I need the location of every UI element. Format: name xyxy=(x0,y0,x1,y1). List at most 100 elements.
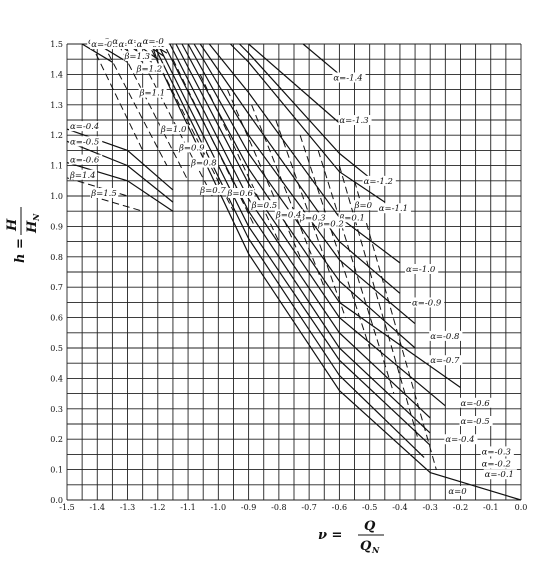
beta-curve-1 xyxy=(338,165,419,440)
beta-curve-12 xyxy=(102,43,168,166)
svg-text:H: H xyxy=(5,218,20,232)
x-tick-label: -1.4 xyxy=(90,503,105,512)
x-tick-label: -0.2 xyxy=(453,503,468,512)
alpha-label-4: α=-0.4 xyxy=(445,435,474,445)
alpha-curve-3 xyxy=(163,43,431,434)
beta-curve-8 xyxy=(172,58,256,227)
beta-label-bg xyxy=(338,212,367,223)
x-tick-label: -0.8 xyxy=(271,503,286,512)
x-tick-label: -0.5 xyxy=(362,503,377,512)
alpha-label-bg xyxy=(338,115,372,126)
alpha-curve-12 xyxy=(239,43,371,179)
alpha-label-12: α=-1.2 xyxy=(364,177,393,187)
alpha-label-bg xyxy=(141,36,165,46)
y-tick-label: 1.4 xyxy=(50,70,63,79)
beta-label-bg xyxy=(90,188,119,198)
beta-label-bg xyxy=(159,124,188,135)
y-tick-label: 1.3 xyxy=(50,101,63,110)
x-tick-label: -0.6 xyxy=(332,503,347,512)
alpha-label-24: α=-0 xyxy=(143,37,165,47)
alpha-label-6: α=-0.6 xyxy=(460,399,490,409)
beta-curve-6 xyxy=(226,89,301,257)
alpha-curve-18 xyxy=(81,43,113,63)
grid xyxy=(66,43,522,501)
beta-label-bg xyxy=(190,157,219,168)
y-tick-label: 0.3 xyxy=(50,405,63,414)
alpha-label-3: α=-0.3 xyxy=(482,447,511,457)
alpha-curve-2 xyxy=(157,43,431,446)
alpha-curve-1 xyxy=(154,43,425,458)
y-tick-label: 0.6 xyxy=(50,314,63,323)
y-tick-label: 1.1 xyxy=(50,162,63,171)
alpha-curve-15 xyxy=(66,128,174,191)
x-axis-ticks: -1.5 -1.4 -1.3 -1.2 -1.1 -1.0 -0.9 -0.8 -0.7 -0.6… xyxy=(59,503,527,512)
beta-curve-9 xyxy=(151,49,234,212)
x-tick-label: -0.3 xyxy=(422,503,437,512)
alpha-label-14: α=-1.4 xyxy=(333,73,362,83)
beta-label-bg xyxy=(69,169,98,180)
beta-label-bg xyxy=(250,200,279,211)
beta-label-bg xyxy=(138,87,167,98)
beta-curve-13 xyxy=(90,43,144,151)
y-tick-label: 1.0 xyxy=(50,192,63,201)
beta-label-1: β=0.1 xyxy=(338,213,365,223)
beta-label-bg xyxy=(353,200,372,211)
alpha-curve-17 xyxy=(66,162,174,212)
beta-label-6: β=0.6 xyxy=(226,189,253,199)
beta-label-7: β=0.7 xyxy=(199,186,226,196)
alpha-label-bg xyxy=(377,203,411,214)
x-tick-label: -0.7 xyxy=(301,503,316,512)
alpha-label-bg xyxy=(459,416,493,426)
svg-text:N: N xyxy=(371,545,380,555)
alpha-label-13: α=-1.3 xyxy=(339,116,368,126)
x-tick-label: -0.9 xyxy=(241,503,256,512)
alpha-curve-9 xyxy=(199,43,401,294)
y-tick-label: 0.4 xyxy=(50,374,63,383)
alpha-label-bg xyxy=(90,39,124,50)
beta-label-bg xyxy=(199,184,228,195)
alpha-label-9: α=-0.9 xyxy=(412,298,442,308)
beta-label-bg xyxy=(226,188,255,198)
beta-label-0: β=0 xyxy=(354,201,373,211)
beta-label-2: β=0.2 xyxy=(317,219,344,229)
alpha-label-bg xyxy=(459,397,493,408)
beta-label-9: β=0.9 xyxy=(178,143,205,153)
alpha-label-5: α=-0.5 xyxy=(460,417,489,427)
alpha-curve-16 xyxy=(66,140,174,203)
x-tick-label: -0.1 xyxy=(483,503,498,512)
svg-text:Q: Q xyxy=(360,539,372,554)
alpha-label-17: α=-0.6 xyxy=(70,156,100,166)
alpha-label-10: α=-1.0 xyxy=(406,265,436,275)
beta-curve-2 xyxy=(317,150,395,394)
y-axis-title: h = H H N xyxy=(5,207,41,263)
alpha-curve-11 xyxy=(229,43,386,203)
alpha-curve-13 xyxy=(248,43,340,124)
y-tick-label: 0.1 xyxy=(50,466,63,475)
alpha-curve-8 xyxy=(193,43,416,325)
x-tick-label: -1.2 xyxy=(150,503,165,512)
alpha-label-bg xyxy=(429,355,463,366)
alpha-label-bg xyxy=(483,469,517,480)
beta-label-8: β=0.8 xyxy=(190,159,217,169)
beta-curve-11 xyxy=(118,43,189,182)
alpha-label-bg xyxy=(480,458,514,469)
y-tick-label: 1.5 xyxy=(50,40,63,49)
alpha-label-0: α=0 xyxy=(448,487,467,497)
beta-label-bg xyxy=(299,212,328,223)
svg-text:h =: h = xyxy=(13,238,28,263)
svg-text:Q: Q xyxy=(364,519,376,534)
y-tick-label: 0.2 xyxy=(50,435,63,444)
alpha-label-11: α=-1.1 xyxy=(379,204,408,214)
x-tick-label: -1.0 xyxy=(211,503,226,512)
beta-curve-7 xyxy=(199,74,280,242)
x-tick-label: -1.3 xyxy=(120,503,135,512)
beta-label-3: β=0.3 xyxy=(299,213,326,223)
y-axis-ticks: 0.0 0.1 0.2 0.3 0.4 0.5 0.6 0.7 0.8 0.9 1.0 1.1 1.2 1… xyxy=(50,40,63,505)
alpha-curve-5 xyxy=(175,43,446,407)
beta-label-15: β=1.5 xyxy=(90,189,117,199)
curve-labels: α=0 α=-0.1α=-0.2 α=-0.3 α=-0.4 α=-0.5 α=-0.6 α… xyxy=(69,36,517,497)
y-tick-label: 0.8 xyxy=(50,253,63,262)
x-tick-label: -1.1 xyxy=(180,503,195,512)
beta-label-14: β=1.4 xyxy=(69,171,96,181)
alpha-label-bg xyxy=(444,434,478,445)
